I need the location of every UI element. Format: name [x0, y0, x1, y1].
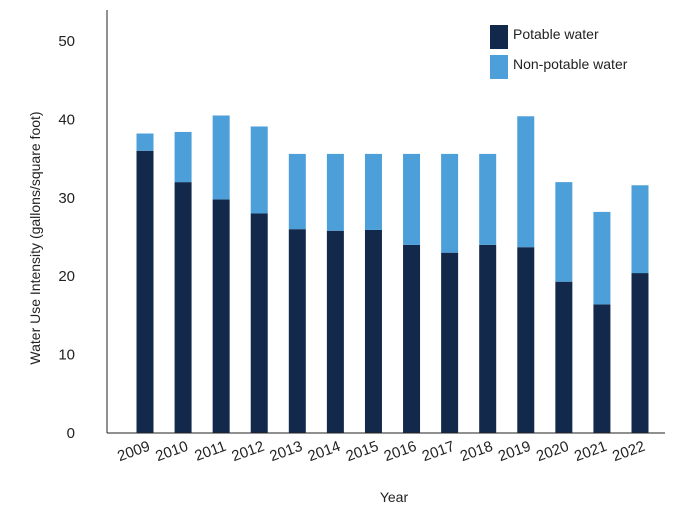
bar-potable-water [174, 182, 192, 433]
x-tick-label: 2022 [610, 438, 647, 465]
bar-potable-water [517, 247, 535, 433]
x-axis-ticks: 2009 2010 2011 2012 2013 2014 2015 2016 2017 2018… [115, 438, 647, 465]
x-tick-label: 2013 [268, 438, 305, 465]
legend-label-potable-water: Potable water [513, 26, 599, 42]
bar-non-potable-water [174, 131, 192, 183]
bar-non-potable-water [250, 126, 268, 214]
bar-non-potable-water [288, 153, 306, 230]
x-tick-label: 2010 [153, 438, 190, 465]
x-tick-label: 2018 [458, 438, 495, 465]
y-tick-label: 40 [58, 111, 75, 128]
bar-non-potable-water [364, 153, 382, 230]
bar-non-potable-water [593, 211, 611, 305]
y-tick-label: 20 [58, 268, 75, 285]
y-tick-label: 0 [67, 425, 75, 442]
x-tick-label: 2016 [382, 438, 419, 465]
y-axis-label: Water Use Intensity (gallons/square foot… [27, 111, 43, 364]
bar-potable-water [593, 304, 611, 433]
x-tick-label: 2015 [344, 438, 381, 465]
x-tick-label: 2019 [496, 438, 533, 465]
bar-potable-water [250, 213, 268, 433]
bar-non-potable-water [326, 153, 344, 231]
legend-swatch-non-potable-water [490, 55, 508, 79]
bars-group [136, 115, 649, 433]
bar-non-potable-water [136, 133, 154, 151]
bar-potable-water [403, 244, 421, 433]
bar-potable-water [479, 244, 497, 433]
y-tick-label: 30 [58, 190, 75, 207]
y-tick-label: 10 [58, 347, 75, 364]
x-tick-label: 2021 [572, 438, 609, 465]
bar-potable-water [288, 229, 306, 433]
x-tick-label: 2012 [229, 438, 266, 465]
bar-non-potable-water [479, 153, 497, 245]
x-tick-label: 2009 [115, 438, 152, 465]
y-tick-label: 50 [58, 33, 75, 50]
bar-non-potable-water [517, 116, 535, 248]
bar-non-potable-water [441, 153, 459, 253]
bar-potable-water [212, 199, 230, 433]
x-axis-label: Year [380, 489, 409, 505]
x-tick-label: 2017 [420, 438, 457, 465]
bar-non-potable-water [631, 185, 649, 274]
legend-label-non-potable-water: Non-potable water [513, 56, 628, 72]
x-tick-label: 2011 [192, 438, 228, 465]
legend: Potable water Non-potable water [490, 25, 628, 79]
bar-potable-water [364, 229, 382, 433]
x-tick-label: 2014 [306, 438, 343, 465]
legend-swatch-potable-water [490, 25, 508, 49]
bar-non-potable-water [403, 153, 421, 245]
bar-potable-water [326, 230, 344, 433]
bar-potable-water [136, 150, 154, 433]
bar-potable-water [441, 252, 459, 433]
bar-potable-water [631, 273, 649, 433]
bar-potable-water [555, 281, 573, 433]
bar-non-potable-water [212, 115, 230, 200]
bar-non-potable-water [555, 182, 573, 282]
y-axis-ticks: 0 10 20 30 40 50 [58, 33, 75, 442]
x-tick-label: 2020 [534, 438, 571, 465]
